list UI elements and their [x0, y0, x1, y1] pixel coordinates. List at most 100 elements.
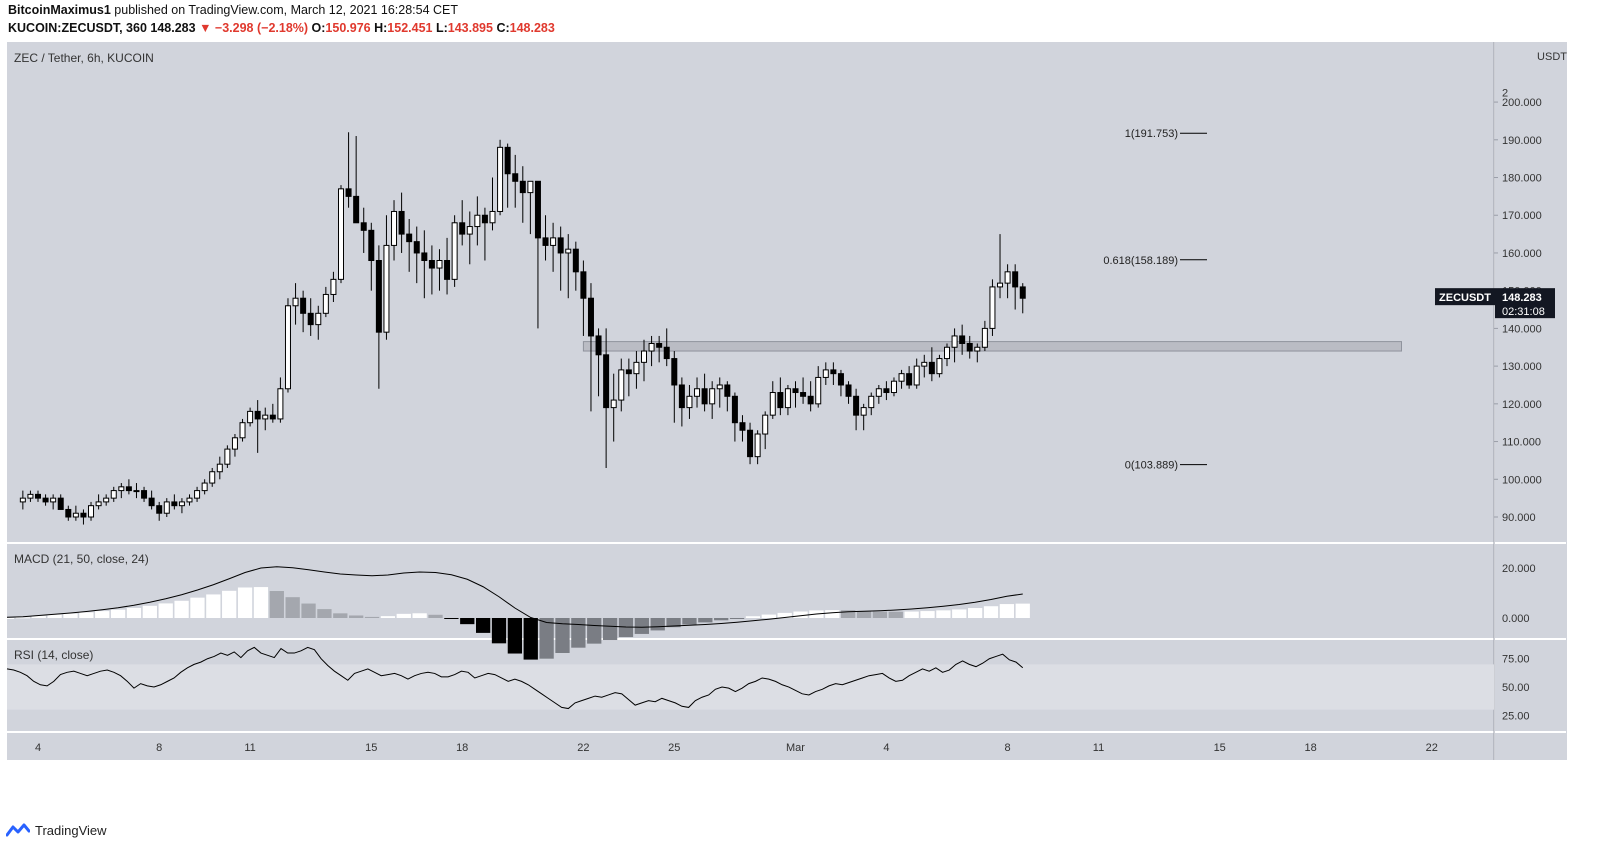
price-tick-label: 110.000: [1502, 437, 1541, 449]
macd-histogram-bar: [571, 618, 586, 648]
candle-body: [641, 350, 647, 363]
macd-histogram-bar: [729, 618, 745, 619]
time-tick-label: 15: [1214, 742, 1226, 754]
candle-body: [981, 327, 988, 348]
macd-histogram-bar: [936, 610, 951, 618]
price-tick-label: 120.000: [1502, 399, 1542, 411]
candle-body: [300, 297, 307, 314]
macd-histogram-bar: [856, 610, 872, 618]
macd-histogram-bar: [1015, 603, 1030, 618]
candle-body: [822, 369, 829, 378]
candle-body: [572, 248, 579, 273]
candle-body: [853, 395, 860, 416]
support-zone: [582, 341, 1402, 352]
candle-body: [406, 233, 413, 243]
author-name[interactable]: BitcoinMaximus1: [8, 3, 111, 17]
macd-histogram-bar: [650, 618, 665, 631]
candle-body: [57, 497, 64, 510]
macd-histogram-bar: [920, 611, 935, 618]
fib-level-label: 1(191.753): [1125, 128, 1178, 140]
candle-body: [254, 410, 261, 420]
macd-histogram-bar: [475, 618, 491, 633]
candle-body: [633, 361, 640, 375]
macd-histogram-bar: [110, 609, 126, 618]
macd-histogram-bar: [285, 597, 300, 618]
macd-histogram-bar: [967, 608, 983, 618]
macd-histogram-bar: [460, 618, 475, 625]
candle-body: [784, 388, 791, 409]
candle-body: [792, 388, 799, 394]
candle-body: [807, 395, 814, 405]
time-tick-label: 8: [156, 742, 162, 754]
candle-body: [330, 278, 337, 295]
candle-body: [398, 210, 405, 235]
macd-histogram-bar: [380, 616, 396, 618]
macd-histogram-bar: [523, 618, 538, 660]
candle-body: [709, 388, 716, 405]
time-tick-label: 18: [456, 742, 468, 754]
candle-body: [474, 214, 481, 228]
candle-body: [603, 354, 610, 409]
candle-body: [686, 395, 693, 409]
candle-body: [360, 222, 367, 231]
candle-body: [845, 384, 852, 397]
time-tick-label: 11: [244, 742, 255, 754]
candle-body: [194, 490, 201, 499]
candle-body: [292, 297, 299, 307]
ohlc-line: KUCOIN:ZECUSDT, 360 148.283 ▼ −3.298 (−2…: [8, 21, 555, 35]
published-text: published on TradingView.com, March 12, …: [114, 3, 459, 17]
macd-histogram-bar: [444, 618, 459, 619]
high-label: H:: [374, 21, 388, 35]
macd-histogram-bar: [555, 618, 570, 653]
macd-histogram-bar: [269, 591, 284, 618]
candle-body: [504, 146, 511, 175]
candle-body: [19, 497, 26, 503]
candle-body: [542, 237, 549, 246]
candle-body: [587, 297, 594, 337]
candle-body: [565, 248, 572, 254]
candle-body: [944, 346, 950, 360]
candle-body: [777, 392, 784, 409]
candle-body: [951, 335, 958, 348]
candle-body: [747, 429, 754, 458]
candle-body: [906, 373, 913, 386]
macd-histogram-bar: [793, 611, 808, 618]
last-price: 148.283: [150, 21, 196, 35]
price-tick-label: 200.000: [1502, 97, 1542, 109]
candle-body: [648, 342, 655, 352]
macd-histogram-bar: [126, 607, 142, 618]
candle-body: [989, 286, 996, 329]
candle-body: [519, 180, 526, 194]
macd-histogram-bar: [158, 603, 173, 618]
last-price-value: 148.283: [1502, 292, 1542, 304]
price-chart[interactable]: 1(191.753) 0.618(158.189) 0(103.889) 200.0…: [0, 42, 1615, 817]
time-tick-label: 8: [1005, 742, 1011, 754]
macd-histogram-bar: [999, 604, 1015, 618]
macd-histogram-bar: [364, 616, 380, 618]
macd-histogram-bar: [95, 611, 110, 618]
candle-body: [178, 501, 185, 507]
macd-title: MACD (21, 50, close, 24): [14, 552, 149, 566]
candle-body: [156, 505, 163, 514]
macd-histogram-bar: [31, 615, 46, 618]
candle-body: [322, 293, 329, 314]
macd-histogram-bar: [222, 590, 237, 618]
candle-body: [512, 173, 519, 182]
candle-body: [375, 260, 382, 333]
macd-histogram-bar: [253, 587, 269, 618]
macd-histogram-bar: [602, 618, 618, 641]
macd-histogram-bar: [587, 618, 602, 644]
candle-body: [481, 214, 488, 224]
candle-body: [35, 493, 41, 499]
time-tick-label: 18: [1304, 742, 1316, 754]
candle-body: [754, 433, 761, 458]
candle-body: [997, 282, 1004, 288]
candle-body: [428, 260, 435, 269]
candle-body: [769, 392, 776, 416]
candle-body: [837, 373, 844, 386]
last-price-countdown: 02:31:08: [1502, 306, 1545, 318]
candle-body: [656, 342, 663, 348]
close-label: C:: [496, 21, 510, 35]
tradingview-footer[interactable]: TradingView: [6, 820, 107, 840]
candle-body: [163, 501, 170, 514]
